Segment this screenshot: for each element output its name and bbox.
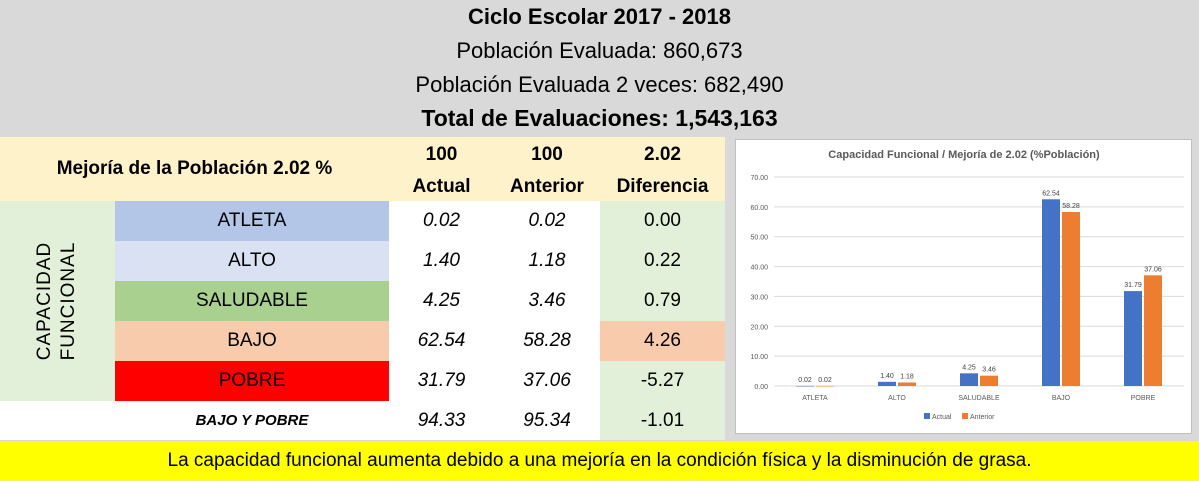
data-label: 4.25 (962, 364, 976, 371)
row-actual-saludable: 4.25 (423, 290, 460, 311)
data-label: 31.79 (1124, 282, 1142, 289)
data-label: 0.02 (798, 377, 812, 384)
bar-actual-saludable (960, 373, 978, 386)
bar-anterior-atleta (816, 385, 834, 387)
bar-actual-pobre (1124, 291, 1142, 386)
difference-total-header: 2.02 (644, 144, 681, 165)
data-label: 62.54 (1042, 190, 1060, 197)
previous-total-header: 100 (531, 144, 563, 165)
evaluated-population: Población Evaluada: 860,673 (456, 38, 743, 63)
chart-svg: Capacidad Funcional / Mejoría de 2.02 (%… (750, 149, 1184, 421)
data-label: 0.02 (818, 377, 832, 384)
previous-column-header: Anterior (510, 176, 584, 197)
row-previous-atleta: 0.02 (528, 210, 566, 231)
data-label: 1.18 (900, 373, 914, 380)
row-difference-alto: 0.22 (600, 241, 725, 281)
results-table: Mejoría de la Población 2.02 % 100 Actua… (0, 137, 725, 440)
bar-actual-alto (878, 381, 896, 386)
y-tick-label: 50.00 (750, 235, 768, 242)
row-difference-pobre: -5.27 (600, 361, 725, 401)
group-label-line2: FUNCIONAL (58, 241, 79, 361)
row-label-alto: ALTO (115, 241, 389, 281)
evaluated-twice-population: Población Evaluada 2 veces: 682,490 (415, 72, 784, 97)
x-tick-label: BAJO (1052, 395, 1071, 402)
improvement-label: Mejoría de la Población 2.02 % (56, 158, 333, 179)
x-tick-label: ALTO (888, 395, 906, 402)
bar-chart: Capacidad Funcional / Mejoría de 2.02 (%… (735, 139, 1192, 434)
total-row-label: BAJO Y POBRE (195, 412, 309, 429)
y-tick-label: 0.00 (754, 384, 768, 391)
bar-anterior-bajo (1062, 211, 1080, 386)
bar-actual-atleta (796, 385, 814, 387)
row-actual-bajo: 62.54 (417, 330, 466, 351)
row-previous-pobre: 37.06 (523, 370, 571, 391)
x-tick-label: POBRE (1131, 395, 1156, 402)
x-tick-label: SALUDABLE (958, 395, 1000, 402)
data-label: 1.40 (880, 373, 894, 380)
bar-anterior-saludable (980, 375, 998, 386)
x-tick-label: ATLETA (802, 395, 828, 402)
total-row-previous: 95.34 (523, 409, 571, 431)
table-header-row (0, 137, 725, 201)
row-previous-alto: 1.18 (528, 250, 566, 271)
legend-label-actual: Actual (932, 414, 952, 421)
row-actual-atleta: 0.02 (423, 210, 460, 231)
y-tick-label: 70.00 (750, 175, 768, 182)
total-row-difference: -1.01 (600, 401, 725, 440)
report-header: Ciclo Escolar 2017 - 2018 Población Eval… (0, 0, 1199, 137)
functional-capacity-label: CAPACIDAD FUNCIONAL (33, 201, 81, 401)
data-label: 37.06 (1144, 266, 1162, 273)
conclusion-banner: La capacidad funcional aumenta debido a … (0, 441, 1199, 481)
y-tick-label: 40.00 (750, 265, 768, 272)
total-evaluations: Total de Evaluaciones: 1,543,163 (421, 105, 778, 131)
row-difference-atleta: 0.00 (600, 201, 725, 241)
conclusion-text: La capacidad funcional aumenta debido a … (167, 450, 1032, 471)
difference-column-header: Diferencia (616, 176, 709, 197)
functional-capacity-group: CAPACIDAD FUNCIONAL (0, 201, 115, 401)
chart-title: Capacidad Funcional / Mejoría de 2.02 (%… (828, 149, 1100, 161)
row-difference-bajo: 4.26 (600, 321, 725, 361)
row-previous-saludable: 3.46 (528, 290, 566, 311)
data-label: 3.46 (982, 367, 996, 374)
row-label-pobre: POBRE (115, 361, 389, 401)
row-actual-alto: 1.40 (423, 250, 460, 271)
actual-column-header: Actual (412, 176, 471, 197)
row-difference-saludable: 0.79 (600, 281, 725, 321)
data-label: 58.28 (1062, 203, 1080, 210)
legend-swatch-actual (924, 413, 930, 419)
bar-anterior-pobre (1144, 275, 1162, 386)
row-label-atleta: ATLETA (115, 201, 389, 241)
legend-swatch-anterior (962, 413, 968, 419)
bar-anterior-alto (898, 382, 916, 386)
actual-total-header: 100 (425, 144, 458, 165)
report-title: Ciclo Escolar 2017 - 2018 (468, 4, 731, 29)
y-tick-label: 30.00 (750, 294, 768, 301)
y-tick-label: 20.00 (750, 324, 768, 331)
group-label-line1: CAPACIDAD (34, 241, 55, 361)
legend-label-anterior: Anterior (970, 414, 995, 421)
row-actual-pobre: 31.79 (417, 370, 466, 391)
row-label-bajo: BAJO (115, 321, 389, 361)
row-previous-bajo: 58.28 (523, 330, 571, 351)
y-tick-label: 60.00 (750, 205, 768, 212)
row-label-saludable: SALUDABLE (115, 281, 389, 321)
y-tick-label: 10.00 (750, 354, 768, 361)
bar-actual-bajo (1042, 199, 1060, 386)
total-row-actual: 94.33 (417, 409, 466, 431)
